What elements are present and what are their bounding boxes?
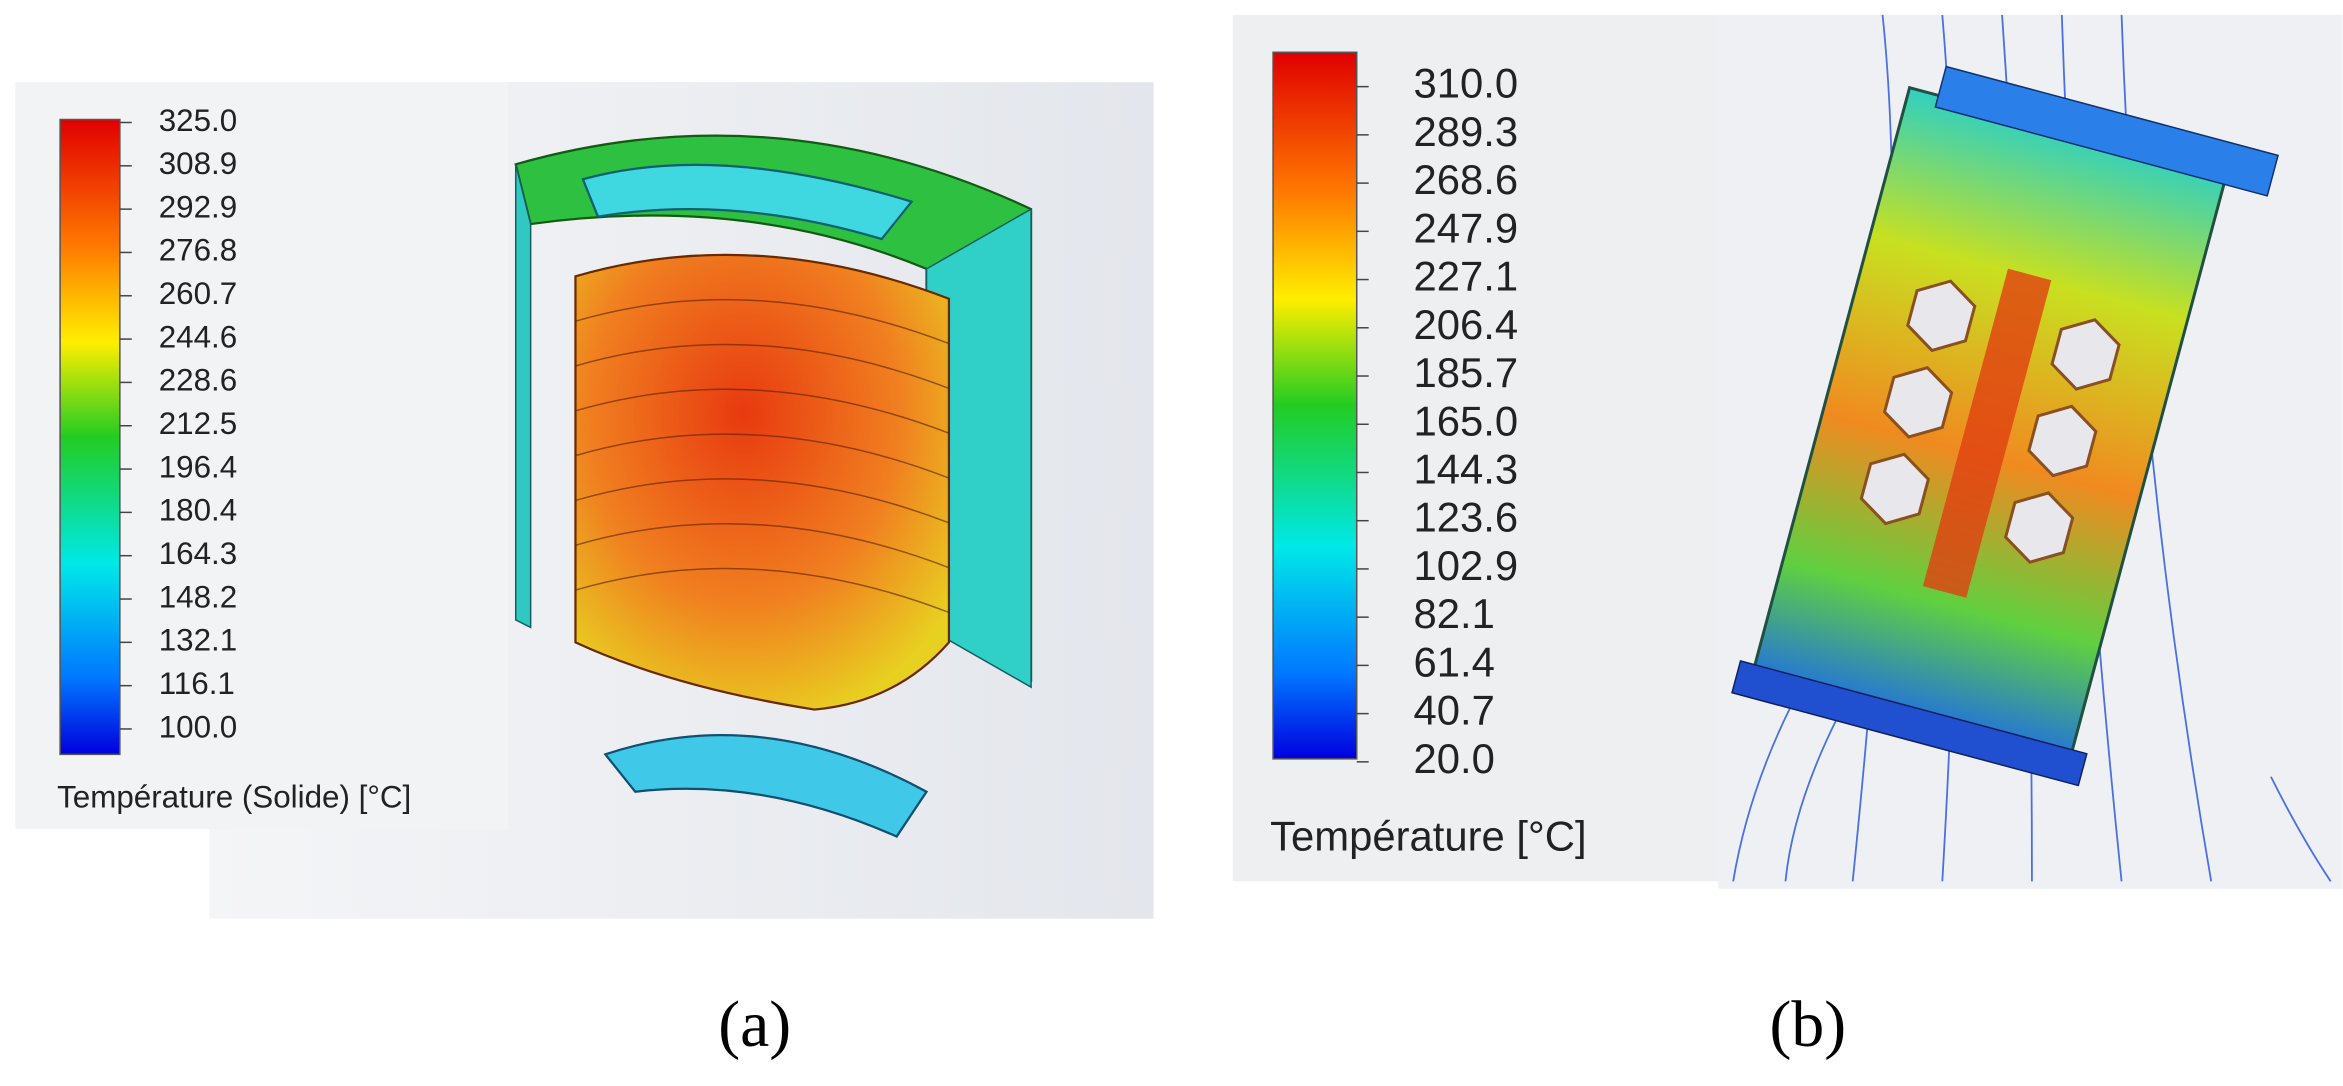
caption: (a) (718, 988, 791, 1061)
legend-tick-label: 20.0 (1413, 735, 1494, 782)
legend-tick-label: 116.1 (159, 666, 235, 701)
legend-tick-label: 244.6 (159, 319, 237, 354)
legend-ticks: 310.0289.3268.6247.9227.1206.4185.7165.0… (1356, 60, 1518, 782)
legend-tick-label: 148.2 (159, 579, 237, 614)
legend-tick-label: 228.6 (159, 363, 237, 398)
legend-tick-label: 180.4 (159, 493, 237, 528)
legend-tick-label: 260.7 (159, 276, 237, 311)
legend-tick-label: 196.4 (159, 449, 237, 484)
legend-tick-label: 247.9 (1413, 204, 1518, 251)
legend-tick-label: 325.0 (159, 103, 237, 138)
legend-title: Température (Solide) [°C] (57, 779, 411, 814)
legend-ticks: 325.0 308.9 292.9 276.8 260.7 244.6 228.6 212.5… (119, 103, 237, 744)
legend-tick-label: 164.3 (159, 536, 237, 571)
caption: (b) (1770, 988, 1847, 1061)
legend-tick-label: 100.0 (159, 709, 237, 744)
legend-tick-label: 165.0 (1413, 397, 1518, 444)
legend-tick-label: 206.4 (1413, 301, 1518, 348)
legend-tick-label: 276.8 (159, 233, 237, 268)
legend-tick-label: 40.7 (1413, 687, 1494, 734)
legend-tick-label: 61.4 (1413, 638, 1494, 685)
legend-tick-label: 102.9 (1413, 542, 1518, 589)
legend-tick-label: 82.1 (1413, 590, 1494, 637)
legend-tick-label: 212.5 (159, 406, 237, 441)
legend-tick-label: 308.9 (159, 146, 237, 181)
legend-tick-label: 227.1 (1413, 253, 1518, 300)
legend-tick-label: 185.7 (1413, 349, 1518, 396)
legend-tick-label: 310.0 (1413, 60, 1518, 107)
panel-b-render (1718, 14, 2343, 889)
legend-tick-label: 268.6 (1413, 156, 1518, 203)
colorbar (59, 118, 121, 756)
legend-title: Température [°C] (1270, 813, 1587, 860)
legend-tick-label: 123.6 (1413, 494, 1518, 541)
legend-tick-label: 144.3 (1413, 446, 1518, 493)
legend-tick-label: 292.9 (159, 189, 237, 224)
colorbar (1272, 51, 1358, 760)
legend-tick-label: 289.3 (1413, 108, 1518, 155)
legend-tick-label: 132.1 (159, 623, 237, 658)
